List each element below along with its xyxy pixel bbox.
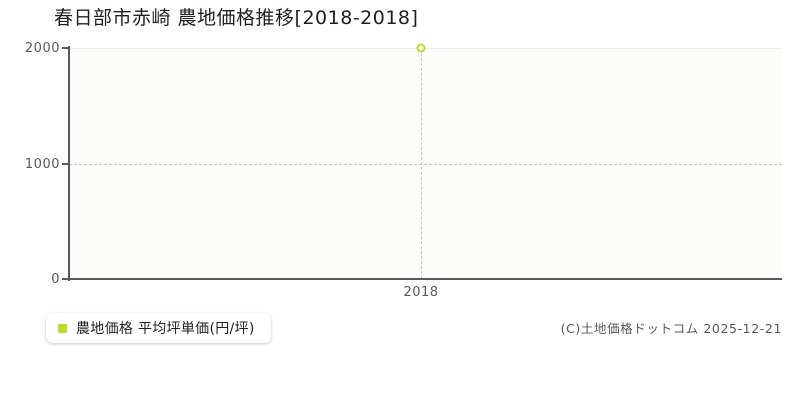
- gridline-y-2000: [69, 48, 782, 49]
- y-tick-2000: [62, 47, 69, 49]
- y-tick-0: [62, 278, 69, 280]
- data-point-2018[interactable]: [416, 43, 426, 53]
- legend-item-label: 農地価格 平均坪単価(円/坪): [76, 321, 255, 337]
- chart-title: 春日部市赤崎 農地価格推移[2018-2018]: [54, 6, 418, 30]
- legend[interactable]: 農地価格 平均坪単価(円/坪): [46, 313, 271, 343]
- x-tick-label-2018: 2018: [403, 285, 439, 300]
- y-tick-label-1000: 1000: [24, 157, 60, 172]
- chart-title-range: [2018-2018]: [294, 7, 419, 29]
- gridline-x-2018: [421, 48, 422, 279]
- chart-title-main: 春日部市赤崎 農地価格推移: [54, 7, 295, 29]
- gridline-y-1000: [69, 163, 782, 165]
- y-tick-label-0: 0: [51, 272, 60, 287]
- plot-area: [69, 43, 782, 279]
- legend-swatch-icon: [58, 323, 67, 333]
- x-axis-line: [68, 278, 782, 280]
- copyright-text: (C)土地価格ドットコム 2025-12-21: [560, 321, 782, 336]
- y-axis-line: [68, 46, 70, 281]
- y-tick-label-2000: 2000: [24, 41, 60, 56]
- y-tick-1000: [62, 163, 69, 165]
